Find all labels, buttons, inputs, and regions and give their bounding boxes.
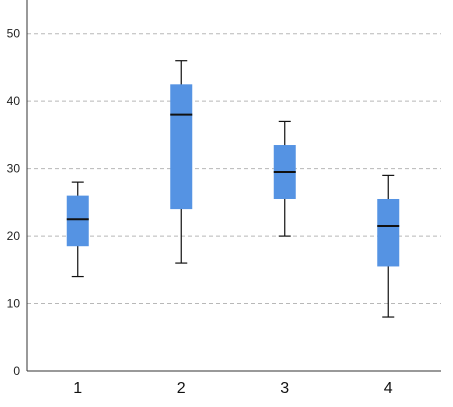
x-tick-label-2: 2 <box>177 380 186 397</box>
boxes <box>66 60 400 318</box>
x-axis-tick-labels: 1 2 3 4 <box>73 380 393 397</box>
axes <box>26 0 441 372</box>
box-4 <box>377 174 400 318</box>
box-3 <box>273 120 296 237</box>
gridlines <box>27 33 441 305</box>
iqr-box-2 <box>170 84 193 210</box>
x-tick-label-1: 1 <box>73 380 82 397</box>
iqr-box-4 <box>377 198 400 267</box>
y-tick-label-10: 10 <box>7 297 21 311</box>
box-1 <box>66 181 89 278</box>
y-tick-label-40: 40 <box>7 94 21 108</box>
iqr-box-1 <box>66 195 89 247</box>
y-tick-label-50: 50 <box>7 27 21 41</box>
y-tick-label-0: 0 <box>13 364 20 378</box>
y-tick-label-30: 30 <box>7 162 21 176</box>
y-axis-tick-labels: 0 10 20 30 40 50 <box>7 27 21 378</box>
y-tick-label-20: 20 <box>7 229 21 243</box>
x-tick-label-4: 4 <box>384 380 393 397</box>
x-tick-label-3: 3 <box>280 380 289 397</box>
box-2 <box>170 60 193 264</box>
